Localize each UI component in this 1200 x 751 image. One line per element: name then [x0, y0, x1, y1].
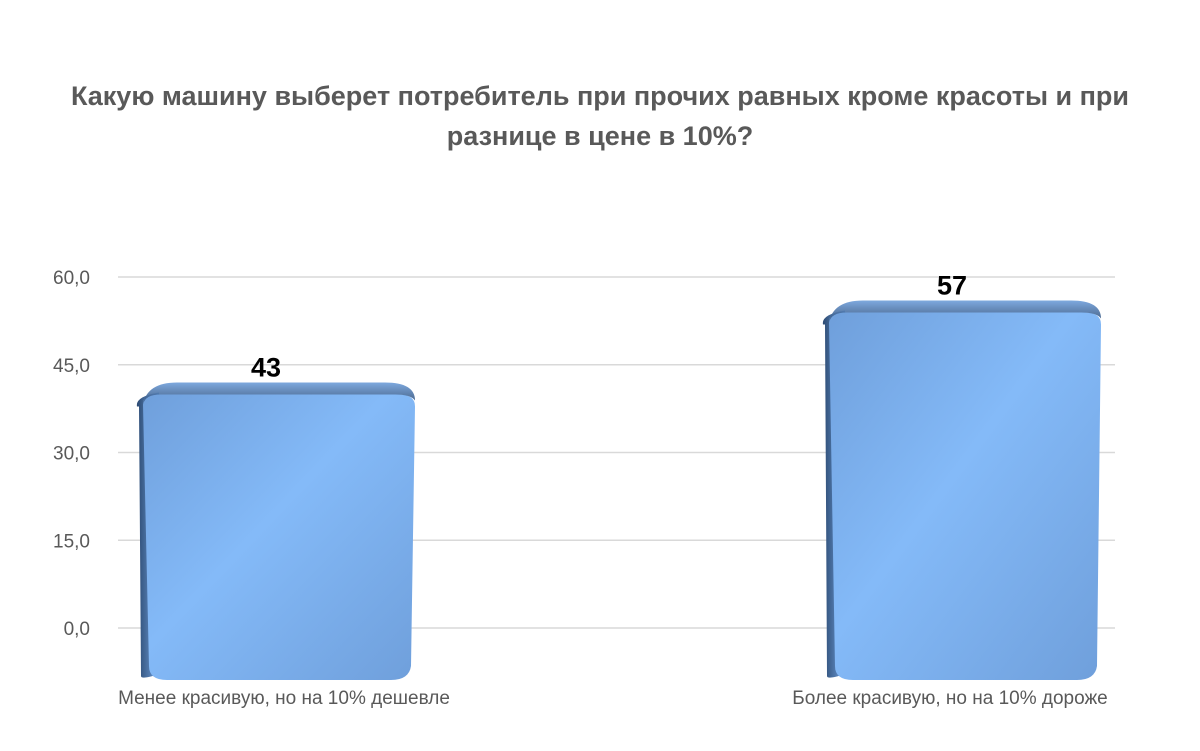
- bar-front: [829, 312, 1101, 680]
- x-category-label: Более красивую, но на 10% дороже: [792, 688, 1108, 709]
- data-labels: 43 57: [251, 271, 967, 383]
- x-category-label: Менее красивую, но на 10% дешевле: [118, 688, 450, 709]
- y-tick-label: 0,0: [64, 619, 90, 640]
- chart-title: Какую машину выберет потребитель при про…: [0, 76, 1200, 156]
- bar-top: [829, 300, 1101, 323]
- chart-title-line-2: разнице в цене в 10%?: [446, 121, 754, 151]
- bar-front: [143, 394, 415, 680]
- chart-title-line-1: Какую машину выберет потребитель при про…: [70, 81, 1130, 111]
- bar: [822, 300, 1101, 680]
- y-axis-ticks: 0,0 15,0 30,0 45,0 60,0: [53, 268, 90, 640]
- y-tick-label: 30,0: [53, 444, 90, 465]
- bar-top: [143, 382, 415, 405]
- data-label: 43: [251, 352, 281, 382]
- x-axis-categories: Менее красивую, но на 10% дешевле Более к…: [118, 688, 1108, 709]
- bar: [136, 382, 415, 680]
- y-tick-label: 15,0: [53, 531, 90, 552]
- bars: [136, 300, 1101, 680]
- data-label: 57: [937, 271, 967, 301]
- y-tick-label: 45,0: [53, 356, 90, 377]
- y-tick-label: 60,0: [53, 268, 90, 289]
